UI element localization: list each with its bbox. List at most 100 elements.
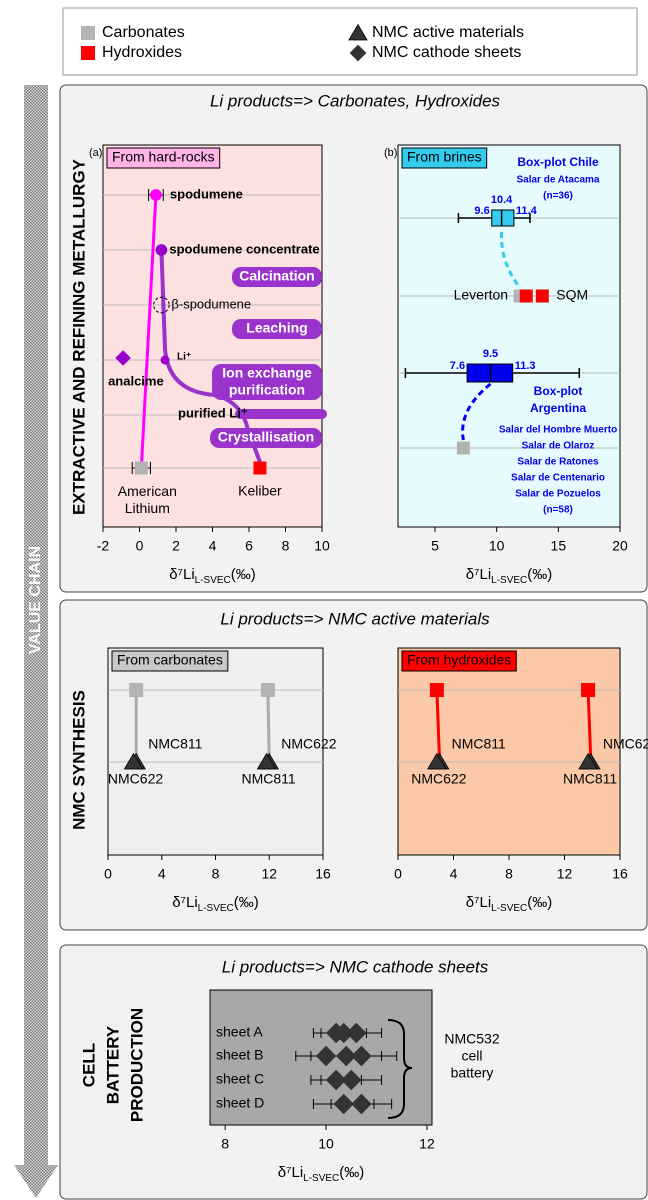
- x-tick-label: 10: [489, 538, 505, 554]
- x-axis-label-unit: (‰): [527, 894, 552, 911]
- panel-tag: [401, 650, 517, 672]
- data-point: [333, 1093, 354, 1115]
- point-label: NMC811: [452, 736, 506, 752]
- data-point: [153, 296, 170, 314]
- box-title: (n=58): [543, 505, 573, 516]
- x-axis-label-main: δ⁷Li: [466, 566, 491, 583]
- data-point: [115, 350, 131, 366]
- side-label: BATTERY: [103, 1025, 122, 1104]
- box-title: Box-plot Chile: [517, 155, 599, 169]
- link: [461, 382, 492, 441]
- group-label: cell: [461, 1048, 482, 1064]
- x-tick-label: 6: [245, 538, 253, 554]
- point-label: Leverton: [454, 287, 508, 303]
- row-label: sheet C: [216, 1071, 264, 1087]
- x-axis-label-unit: (‰): [234, 894, 259, 911]
- x-axis-label-sub: L-SVEC: [198, 903, 234, 914]
- x-tick-label: 20: [612, 538, 628, 554]
- panel-title: Li products=> NMC cathode sheets: [222, 957, 489, 976]
- box-label: 9.6: [474, 205, 489, 217]
- data-point: [346, 1022, 367, 1044]
- x-axis-label-main: δ⁷Li: [278, 1164, 303, 1181]
- box-title: Salar de Olaroz: [522, 441, 595, 452]
- panel-title: Li products=> Carbonates, Hydroxides: [210, 91, 501, 110]
- link: [500, 231, 522, 289]
- data-point: [535, 289, 549, 303]
- x-tick-label: 4: [450, 866, 458, 882]
- x-tick-label: 15: [551, 538, 567, 554]
- group-label: battery: [451, 1065, 494, 1081]
- data-point: [134, 461, 148, 475]
- data-point: [351, 1045, 372, 1067]
- data-point: [325, 1069, 347, 1091]
- x-tick-label: 12: [419, 1136, 435, 1152]
- box-title: Box-plot: [534, 384, 583, 398]
- data-point: [581, 683, 596, 697]
- x-tick-label: 12: [557, 866, 573, 882]
- box-label: 7.6: [450, 360, 465, 372]
- box-title: Salar de Pozuelos: [515, 489, 601, 500]
- point-label-line: Lithium: [125, 500, 170, 516]
- data-point: [336, 1045, 357, 1067]
- point-label: Li⁺: [177, 352, 191, 363]
- point-label: NMC622: [411, 771, 466, 787]
- point-label: β-spodumene: [171, 296, 251, 311]
- point-label: analcime: [108, 373, 164, 388]
- point-label: spodumene concentrate: [169, 241, 319, 256]
- panel-tag-label: From hard-rocks: [112, 149, 215, 165]
- data-point: [341, 1069, 362, 1091]
- x-tick-label: 2: [172, 538, 180, 554]
- data-point: [427, 752, 447, 770]
- data-point: [429, 683, 444, 697]
- process-step: [232, 267, 322, 287]
- x-axis-label-unit: (‰): [231, 566, 256, 583]
- panel-title: Li products=> NMC active materials: [220, 609, 490, 628]
- process-step: [210, 428, 322, 448]
- plot-area: [107, 647, 324, 856]
- box-title: (n=36): [543, 191, 573, 202]
- legend-label: Hydroxides: [102, 44, 182, 61]
- x-axis-label-main: δ⁷Li: [169, 566, 194, 583]
- x-axis-label: δ⁷LiL-SVEC(‰): [172, 894, 259, 914]
- x-tick-label: 4: [209, 538, 217, 554]
- x-tick-label: 0: [104, 866, 112, 882]
- x-tick-label: 8: [282, 538, 290, 554]
- box-title: Salar del Hombre Muerto: [499, 425, 617, 436]
- box-title: Salar de Atacama: [516, 175, 599, 186]
- panel-tag: [106, 147, 221, 169]
- x-tick-label: 0: [394, 866, 402, 882]
- process-step-label: purification: [229, 382, 305, 398]
- spodumene-trend: [139, 194, 158, 469]
- panel-tag-label: From carbonates: [117, 652, 223, 668]
- legend-label: Carbonates: [102, 24, 185, 41]
- side-label: NMC SYNTHESIS: [69, 690, 88, 830]
- x-axis-label: δ⁷LiL-SVEC(‰): [278, 1164, 365, 1184]
- side-label: EXTRACTIVE AND REFINING METALLURGY: [69, 158, 88, 515]
- x-axis-label: δ⁷LiL-SVEC(‰): [169, 566, 256, 586]
- box-title: Argentina: [530, 401, 586, 415]
- x-tick-label: 8: [221, 1136, 229, 1152]
- x-tick-label: 8: [212, 866, 220, 882]
- legend-marker: [349, 44, 367, 62]
- box: [491, 209, 515, 227]
- data-point: [351, 1093, 372, 1115]
- x-tick-label: 4: [158, 866, 166, 882]
- data-point: [129, 683, 144, 697]
- panel-tag: [111, 650, 229, 672]
- point-label: NMC811: [148, 736, 202, 752]
- point-label: NMC811: [241, 771, 295, 787]
- x-axis-label: δ⁷LiL-SVEC(‰): [466, 894, 553, 914]
- row-label: sheet B: [216, 1047, 263, 1063]
- data-point: [150, 189, 162, 201]
- point-label-line: American: [118, 483, 177, 499]
- box-label: 9.5: [483, 348, 498, 360]
- row-label: sheet A: [216, 1024, 263, 1040]
- x-axis-label-unit: (‰): [339, 1164, 364, 1181]
- bracket: [387, 1019, 413, 1119]
- plot-area: [397, 647, 621, 856]
- x-tick-label: 16: [315, 866, 331, 882]
- point-label: NMC811: [563, 771, 617, 787]
- legend-label: NMC active materials: [372, 24, 524, 41]
- x-tick-label: 10: [318, 1136, 334, 1152]
- point-label: NMC622: [108, 771, 163, 787]
